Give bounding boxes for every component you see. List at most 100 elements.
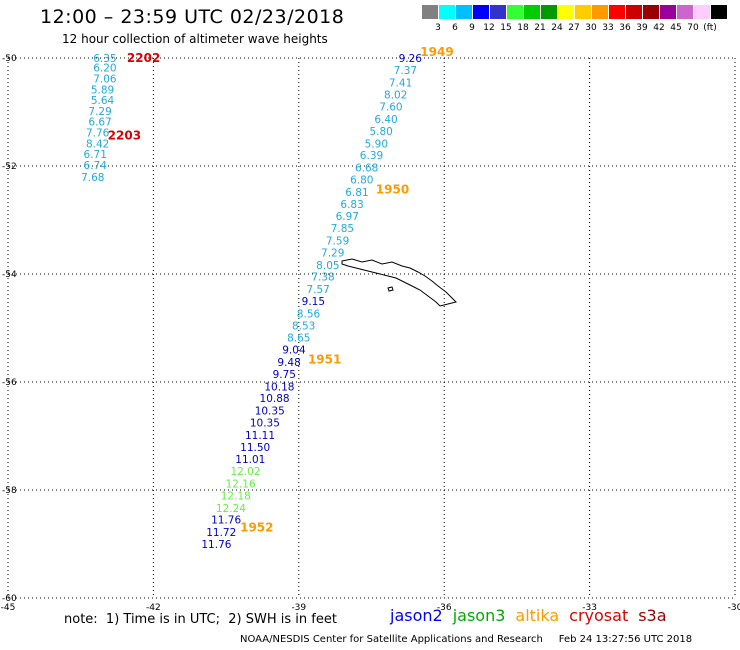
wave-height-label: 7.85 [331, 223, 354, 235]
track-pass-1951: 9.489.7510.1810.8810.3510.3511.1111.5011… [211, 353, 341, 527]
track-pass-1950: 6.806.816.836.977.857.597.298.057.387.57… [282, 175, 409, 357]
scale-swatch [660, 5, 676, 19]
y-tick-label: -60 [2, 594, 17, 604]
wave-height-label: 5.90 [365, 138, 388, 150]
legend-item-jason3: jason3 [452, 606, 506, 625]
footer-credit: NOAA/NESDIS Center for Satellite Applica… [240, 634, 693, 645]
scale-swatch [524, 5, 540, 19]
wave-height-label: 11.72 [206, 527, 236, 539]
wave-height-label: 11.76 [201, 539, 231, 551]
x-tick-label: -33 [582, 603, 597, 613]
y-tick-label: -52 [2, 162, 17, 172]
wave-height-label: 5.64 [91, 95, 115, 107]
y-tick-label: -58 [2, 486, 17, 496]
wave-height-label: 6.83 [340, 199, 363, 211]
wave-height-label: 7.59 [326, 236, 349, 248]
wave-height-label: 7.29 [88, 106, 111, 118]
wave-height-label: 7.60 [379, 102, 402, 114]
wave-height-label: 6.74 [84, 160, 108, 172]
wave-height-label: 9.04 [282, 345, 306, 357]
scale-swatch [694, 5, 710, 19]
wave-height-label: 9.75 [273, 369, 296, 381]
wave-height-label: 11.11 [245, 430, 275, 442]
wave-height-label: 7.41 [389, 77, 412, 89]
axis-tick-labels: -45 -42 -39 -36 -33 -30 -50 -52 -54 -56 -58 -60 [1, 54, 740, 613]
pass-id-label: 1952 [240, 521, 273, 535]
track-pass-2202: 6.356.207.065.895.647.296.677.768.426.71… [81, 51, 160, 184]
scale-label: 45 [670, 23, 682, 33]
legend-item-s3a: s3a [638, 606, 667, 625]
map-subtitle: 12 hour collection of altimeter wave hei… [62, 32, 328, 46]
scale-label: (ft) [703, 23, 717, 33]
wave-height-label: 12.16 [226, 479, 256, 491]
scale-swatch [711, 5, 727, 19]
scale-label: 30 [585, 23, 597, 33]
scale-swatch [643, 5, 659, 19]
wave-height-label: 10.35 [250, 418, 280, 430]
wave-height-label: 7.37 [394, 65, 417, 77]
wave-height-label: 11.76 [211, 515, 241, 527]
south-georgia-islet [387, 286, 394, 292]
wave-height-label: 8.65 [287, 333, 310, 345]
scale-swatch [456, 5, 472, 19]
scale-label: 15 [500, 23, 512, 33]
wave-height-label: 11.50 [240, 442, 270, 454]
track-pass-1949: 9.267.377.418.027.606.405.805.906.396.68… [355, 45, 454, 175]
scale-label: 27 [568, 23, 580, 33]
scale-swatch [558, 5, 574, 19]
scale-label: 18 [517, 23, 529, 33]
wave-height-label: 6.67 [88, 117, 111, 129]
scale-label: 33 [602, 23, 614, 33]
south-georgia-coastline [341, 258, 457, 307]
wave-height-label: 6.39 [360, 150, 383, 162]
scale-label: 12 [483, 23, 495, 33]
scale-swatch [609, 5, 625, 19]
wave-height-label: 11.01 [235, 454, 265, 466]
wave-height-label: 6.71 [84, 149, 107, 161]
wave-height-label: 9.15 [302, 296, 325, 308]
pass-id-label: 2203 [108, 128, 141, 142]
wave-height-label: 12.18 [221, 490, 251, 502]
south-georgia-outline [341, 258, 457, 307]
scale-swatch [439, 5, 455, 19]
scale-label: 42 [653, 23, 665, 33]
scale-label: 21 [534, 23, 546, 33]
x-tick-label: -36 [437, 603, 452, 613]
wave-height-label: 7.38 [311, 272, 334, 284]
x-tick-label: -45 [1, 603, 16, 613]
scale-label: 24 [551, 23, 563, 33]
wave-height-label: 7.76 [86, 128, 110, 140]
scale-label: 9 [469, 23, 475, 33]
wave-height-label: 5.80 [369, 126, 392, 138]
wave-height-label: 5.89 [91, 84, 114, 96]
wave-height-label: 8.05 [316, 260, 339, 272]
wave-height-label: 12.02 [230, 466, 260, 478]
pass-id-label: 1949 [420, 45, 453, 59]
scale-label: 70 [687, 23, 699, 33]
scale-label: 3 [435, 23, 441, 33]
wave-height-label: 12.24 [216, 503, 246, 515]
wave-height-label: 8.56 [297, 308, 321, 320]
x-tick-label: -39 [291, 603, 306, 613]
x-tick-label: -30 [728, 603, 740, 613]
track-pass-2203: 2203 [108, 128, 141, 142]
scale-swatch [422, 5, 438, 19]
scale-label: 36 [619, 23, 631, 33]
wave-height-label: 6.68 [355, 163, 378, 175]
wave-height-label: 10.18 [264, 381, 294, 393]
scale-swatch [473, 5, 489, 19]
wave-height-label: 10.35 [255, 406, 285, 418]
wave-height-label: 6.35 [93, 53, 116, 65]
satellite-tracks: 6.356.207.065.895.647.296.677.768.426.71… [81, 45, 454, 551]
pass-id-label: 2202 [127, 51, 160, 65]
y-tick-label: -56 [2, 378, 17, 388]
wave-height-label: 7.57 [306, 284, 329, 296]
pass-id-label: 1951 [308, 353, 341, 367]
scale-swatch [541, 5, 557, 19]
y-tick-label: -50 [2, 54, 17, 64]
pass-id-label: 1950 [376, 183, 409, 197]
wave-height-label: 8.53 [292, 320, 315, 332]
y-tick-label: -54 [2, 270, 17, 280]
